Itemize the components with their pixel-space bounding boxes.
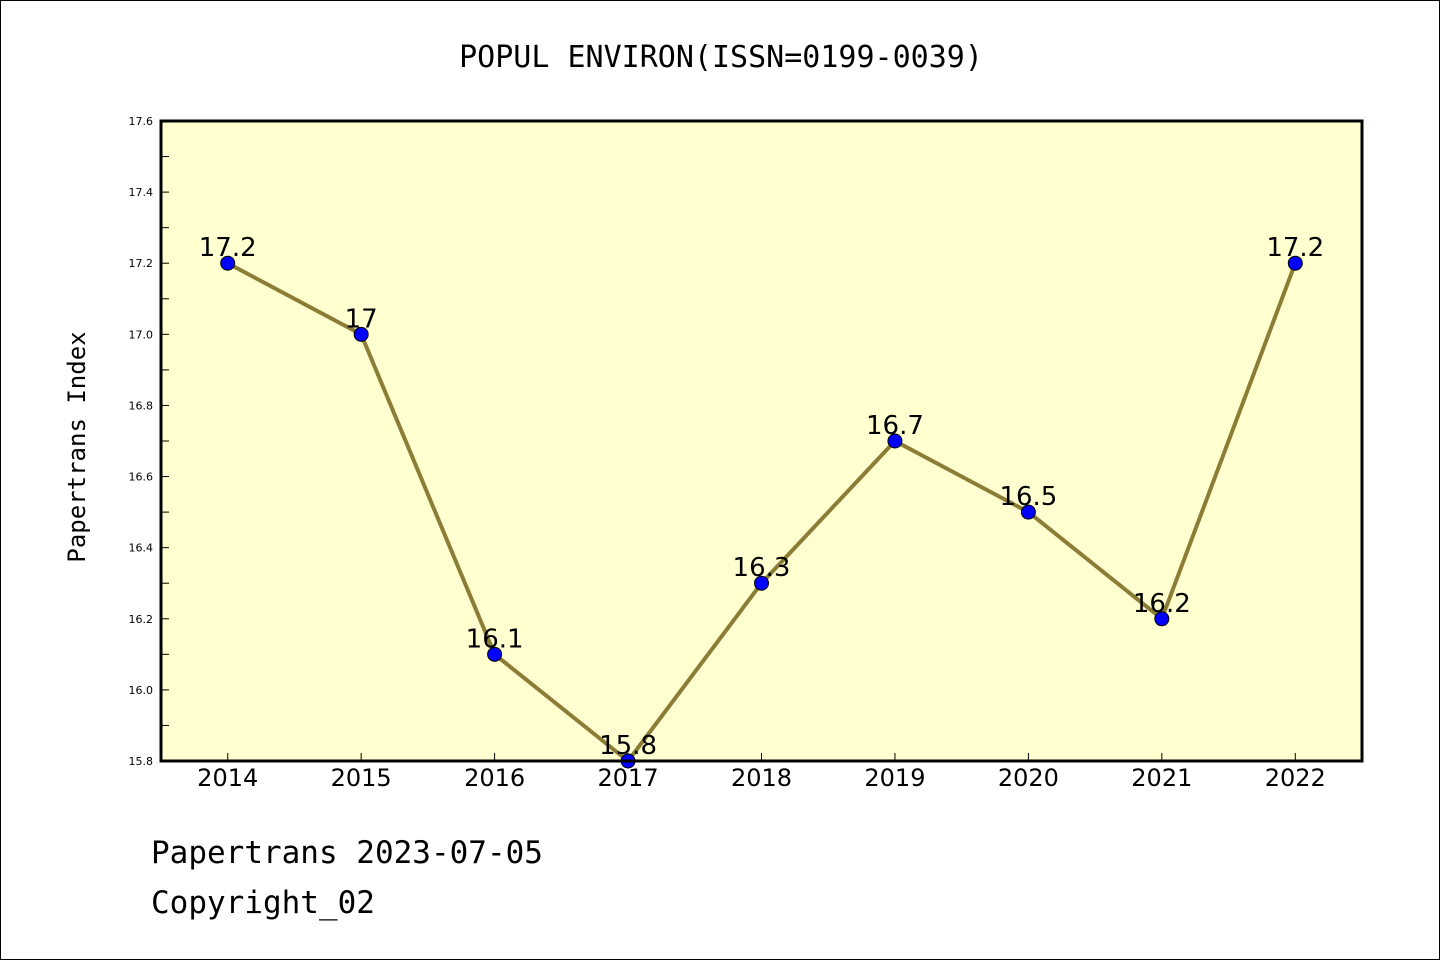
plot-border — [159, 119, 1364, 763]
data-point — [353, 326, 369, 342]
chart-title: POPUL ENVIRON(ISSN=0199-0039) — [459, 40, 983, 75]
data-label: 17.2 — [1266, 233, 1324, 263]
data-label: 17 — [345, 304, 378, 334]
data-point — [1020, 504, 1036, 520]
y-tick-label: 17.6 — [129, 115, 154, 128]
y-tick-label: 15.8 — [129, 755, 154, 768]
data-labels: 17.2 17 16.1 15.8 16.3 16.7 16.5 16.2 17.2 — [199, 233, 1324, 761]
x-tick-label: 2018 — [731, 764, 792, 792]
data-point — [887, 433, 903, 449]
y-tick-label: 16.2 — [129, 613, 154, 626]
data-label: 17.2 — [199, 233, 257, 263]
data-label: 16.7 — [866, 411, 924, 441]
x-tick-label: 2017 — [598, 764, 659, 792]
x-tick-label: 2016 — [464, 764, 525, 792]
data-point — [754, 575, 769, 591]
y-axis-ticks: 15.8 16.0 16.2 16.4 16.6 16.8 17.0 17.2 17.4 17.6 — [129, 115, 169, 768]
y-axis-label: Papertrans Index — [63, 331, 91, 562]
y-tick-label: 17.4 — [129, 186, 154, 199]
y-tick-label: 16.8 — [129, 399, 154, 412]
data-point — [220, 255, 236, 271]
y-tick-label: 17.2 — [129, 257, 154, 270]
data-label: 16.5 — [999, 482, 1057, 512]
data-label: 16.2 — [1133, 589, 1191, 619]
x-tick-label: 2019 — [864, 764, 925, 792]
x-tick-label: 2020 — [998, 764, 1059, 792]
data-point — [1154, 611, 1170, 627]
x-tick-label: 2021 — [1131, 764, 1192, 792]
x-axis-ticks: 2014 2015 2016 2017 2018 2019 2020 2021 2022 — [197, 753, 1326, 792]
x-tick-label: 2014 — [197, 764, 258, 792]
y-tick-label: 16.4 — [129, 542, 154, 555]
x-tick-label: 2022 — [1265, 764, 1326, 792]
data-label: 15.8 — [599, 731, 657, 761]
data-point — [487, 646, 503, 662]
data-label: 16.3 — [733, 553, 791, 583]
y-tick-label: 17.0 — [129, 328, 154, 341]
footer-date: Papertrans 2023-07-05 — [151, 835, 543, 871]
data-point — [1287, 255, 1303, 271]
x-tick-label: 2015 — [331, 764, 392, 792]
y-tick-label: 16.6 — [129, 471, 154, 484]
data-label: 16.1 — [466, 624, 524, 654]
plot-area — [161, 121, 1362, 761]
footer-copyright: Copyright_02 — [151, 885, 375, 921]
y-tick-label: 16.0 — [129, 684, 154, 697]
